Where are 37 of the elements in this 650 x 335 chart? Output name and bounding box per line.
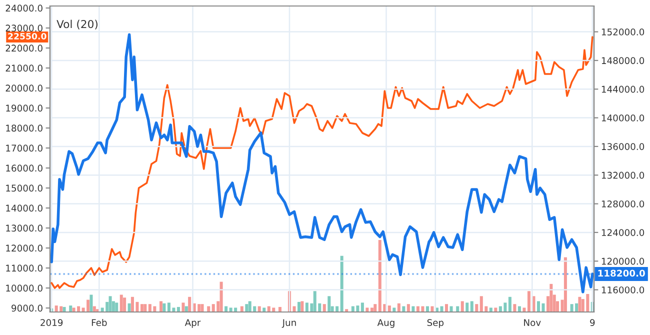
y-tick-label: 13000.0 <box>6 224 42 232</box>
x-tick-label: Sep <box>427 319 444 328</box>
y-tick-label: 23000.0 <box>6 24 42 32</box>
y-tick-label: 17000.0 <box>6 144 42 152</box>
y2-tick-label: 144000.0 <box>602 86 644 93</box>
x-tick-label: Aug <box>377 319 394 328</box>
y-tick-label: 18000.0 <box>6 124 42 132</box>
y-tick-label: 20000.0 <box>6 84 42 92</box>
x-tick-label: 9 <box>590 319 595 326</box>
y-tick-label: 16000.0 <box>6 164 42 172</box>
y2-tick-label: 128000.0 <box>602 200 644 208</box>
y-tick-label: 14000.0 <box>6 204 42 212</box>
annotation: Vol (20) <box>56 20 98 30</box>
y-tick-label: 19000.0 <box>6 104 42 112</box>
y-tick-label: 12000.0 <box>6 244 42 252</box>
y2-tick-label: 148000.0 <box>602 57 644 64</box>
x-tick-label: Nov <box>524 319 541 326</box>
y-tick-label: 10000.0 <box>6 284 42 292</box>
y-tick-label: 21000.0 <box>6 64 42 72</box>
x-tick-label: 2019 <box>40 319 63 326</box>
y-tick-label: 22000.0 <box>6 44 42 52</box>
y2-tick-label: 132000.0 <box>602 172 644 179</box>
y-tick-label: 15000.0 <box>6 184 42 192</box>
y-tick-label: 11000.0 <box>6 264 42 272</box>
ref-line-label: 118200.0 <box>598 270 645 277</box>
text: 22550.0 <box>8 32 46 40</box>
y2-tick-label: 152000.0 <box>602 28 644 36</box>
y2-tick-label: 116000.0 <box>602 286 644 294</box>
x-tick-label: Jun <box>282 319 296 328</box>
y2-tick-label: 124000.0 <box>602 229 644 236</box>
y2-tick-label: 140000.0 <box>602 114 644 122</box>
y-tick-label: 24000.0 <box>6 4 42 12</box>
y2-tick-label: 136000.0 <box>602 143 644 150</box>
x-tick-label: Feb <box>92 318 107 326</box>
x-tick-label: Apr <box>184 319 201 328</box>
y2-tick-label: 120000.0 <box>602 258 644 265</box>
y-tick-label: 9000.0 <box>12 304 42 312</box>
